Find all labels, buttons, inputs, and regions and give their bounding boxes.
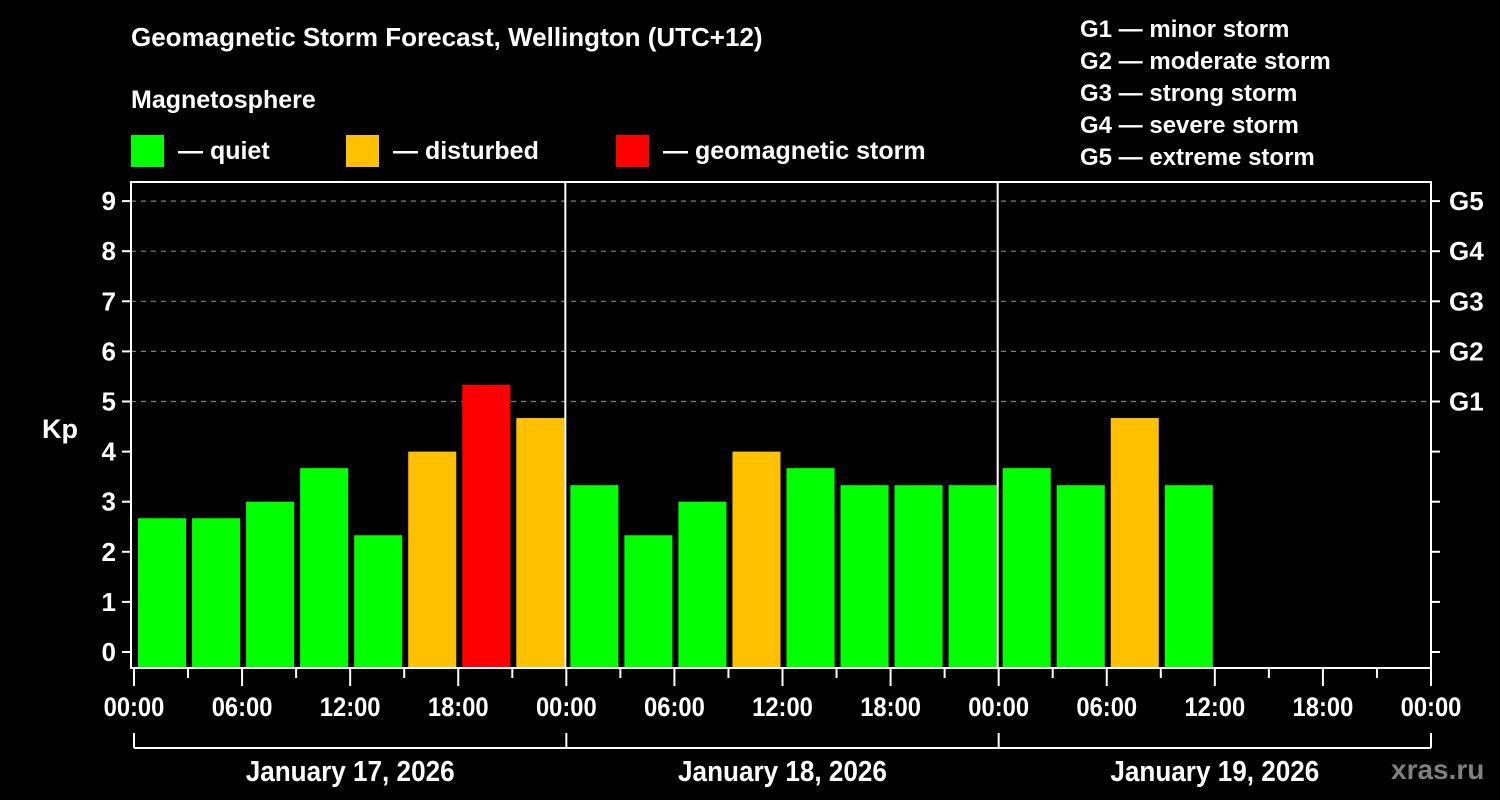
gridlines: [131, 200, 1431, 403]
x-tick-label: 00:00: [1401, 693, 1462, 723]
kp-bar: [624, 535, 673, 667]
bars: [138, 384, 1213, 667]
x-tick-label: 18:00: [1293, 693, 1354, 723]
kp-bar: [948, 485, 997, 667]
kp-bar: [246, 501, 295, 667]
y-tick-label: 3: [102, 487, 116, 517]
x-tick-label: 18:00: [428, 693, 489, 723]
quiet-swatch: [131, 135, 164, 167]
y-tick-label: 5: [102, 387, 116, 417]
watermark: xras.ru: [1391, 754, 1485, 785]
g-scale-item: G4 — severe storm: [1080, 112, 1299, 139]
g-level-label: G5: [1449, 186, 1484, 216]
kp-bar: [408, 451, 457, 667]
day-label: January 18, 2026: [678, 755, 887, 788]
kp-bar: [732, 451, 781, 667]
x-tick-label: 06:00: [1076, 693, 1137, 723]
kp-bar: [1002, 468, 1051, 667]
g-level-label: G2: [1449, 336, 1484, 366]
x-tick-label: 00:00: [968, 693, 1029, 723]
kp-bar: [1164, 485, 1213, 667]
kp-bar: [462, 384, 511, 667]
kp-bar: [354, 535, 403, 667]
g-scale-item: G3 — strong storm: [1080, 80, 1298, 107]
legend-label-disturbed: — disturbed: [393, 136, 539, 165]
g-scale-item: G1 — minor storm: [1080, 16, 1290, 43]
x-tick-label: 06:00: [212, 693, 273, 723]
legend-item-quiet: — quiet: [131, 134, 270, 168]
kp-bar: [570, 485, 619, 667]
y-tick-label: 1: [102, 587, 116, 617]
x-tick-label: 06:00: [644, 693, 705, 723]
legend-item-storm: — geomagnetic storm: [616, 134, 926, 168]
g-level-label: G3: [1449, 286, 1484, 316]
kp-bar: [678, 501, 727, 667]
y-tick-label: 0: [102, 637, 116, 667]
day-label: January 17, 2026: [246, 755, 455, 788]
kp-bar: [840, 485, 889, 667]
legend-label-quiet: — quiet: [178, 136, 270, 165]
legend-label-storm: — geomagnetic storm: [663, 136, 926, 165]
kp-bar: [786, 468, 835, 667]
legend-heading: Magnetosphere: [131, 86, 316, 114]
g-scale-legend: G1 — minor storm G2 — moderate storm G3 …: [1080, 14, 1331, 174]
legend-item-disturbed: — disturbed: [346, 134, 539, 168]
storm-swatch: [616, 135, 649, 167]
g-level-label: G4: [1449, 236, 1484, 266]
y-tick-label: 4: [102, 437, 117, 467]
y-tick-label: 7: [102, 286, 116, 316]
kp-bar: [894, 485, 943, 667]
kp-bar: [1056, 485, 1105, 667]
y-axis-title: Kp: [42, 414, 78, 444]
y-tick-label: 2: [102, 537, 116, 567]
y-tick-label: 8: [102, 236, 116, 266]
disturbed-swatch: [346, 135, 379, 167]
g-scale-item: G2 — moderate storm: [1080, 48, 1331, 75]
kp-bar: [1110, 418, 1159, 667]
x-tick-label: 12:00: [1184, 693, 1245, 723]
day-label: January 19, 2026: [1110, 755, 1319, 788]
x-tick-label: 12:00: [320, 693, 381, 723]
axes: [122, 181, 1440, 749]
g-scale-item: G5 — extreme storm: [1080, 144, 1315, 171]
kp-bar: [516, 418, 565, 667]
kp-bar: [192, 518, 241, 667]
y-tick-label: 9: [102, 186, 116, 216]
x-tick-label: 18:00: [860, 693, 921, 723]
kp-bar: [300, 468, 349, 667]
x-tick-label: 00:00: [536, 693, 597, 723]
x-tick-label: 00:00: [104, 693, 165, 723]
kp-bar: [138, 518, 187, 667]
y-tick-label: 6: [102, 336, 116, 366]
plot-frame: [130, 181, 1432, 669]
g-level-label: G1: [1449, 387, 1484, 417]
axis-labels: 0 1 2 3 4 5 6 7 8 9 G1 G2 G3 G4 G5 Kp 00:00 06:00 12:00 18:…: [42, 186, 1484, 787]
x-tick-label: 12:00: [752, 693, 813, 723]
chart-title: Geomagnetic Storm Forecast, Wellington (…: [131, 22, 763, 52]
